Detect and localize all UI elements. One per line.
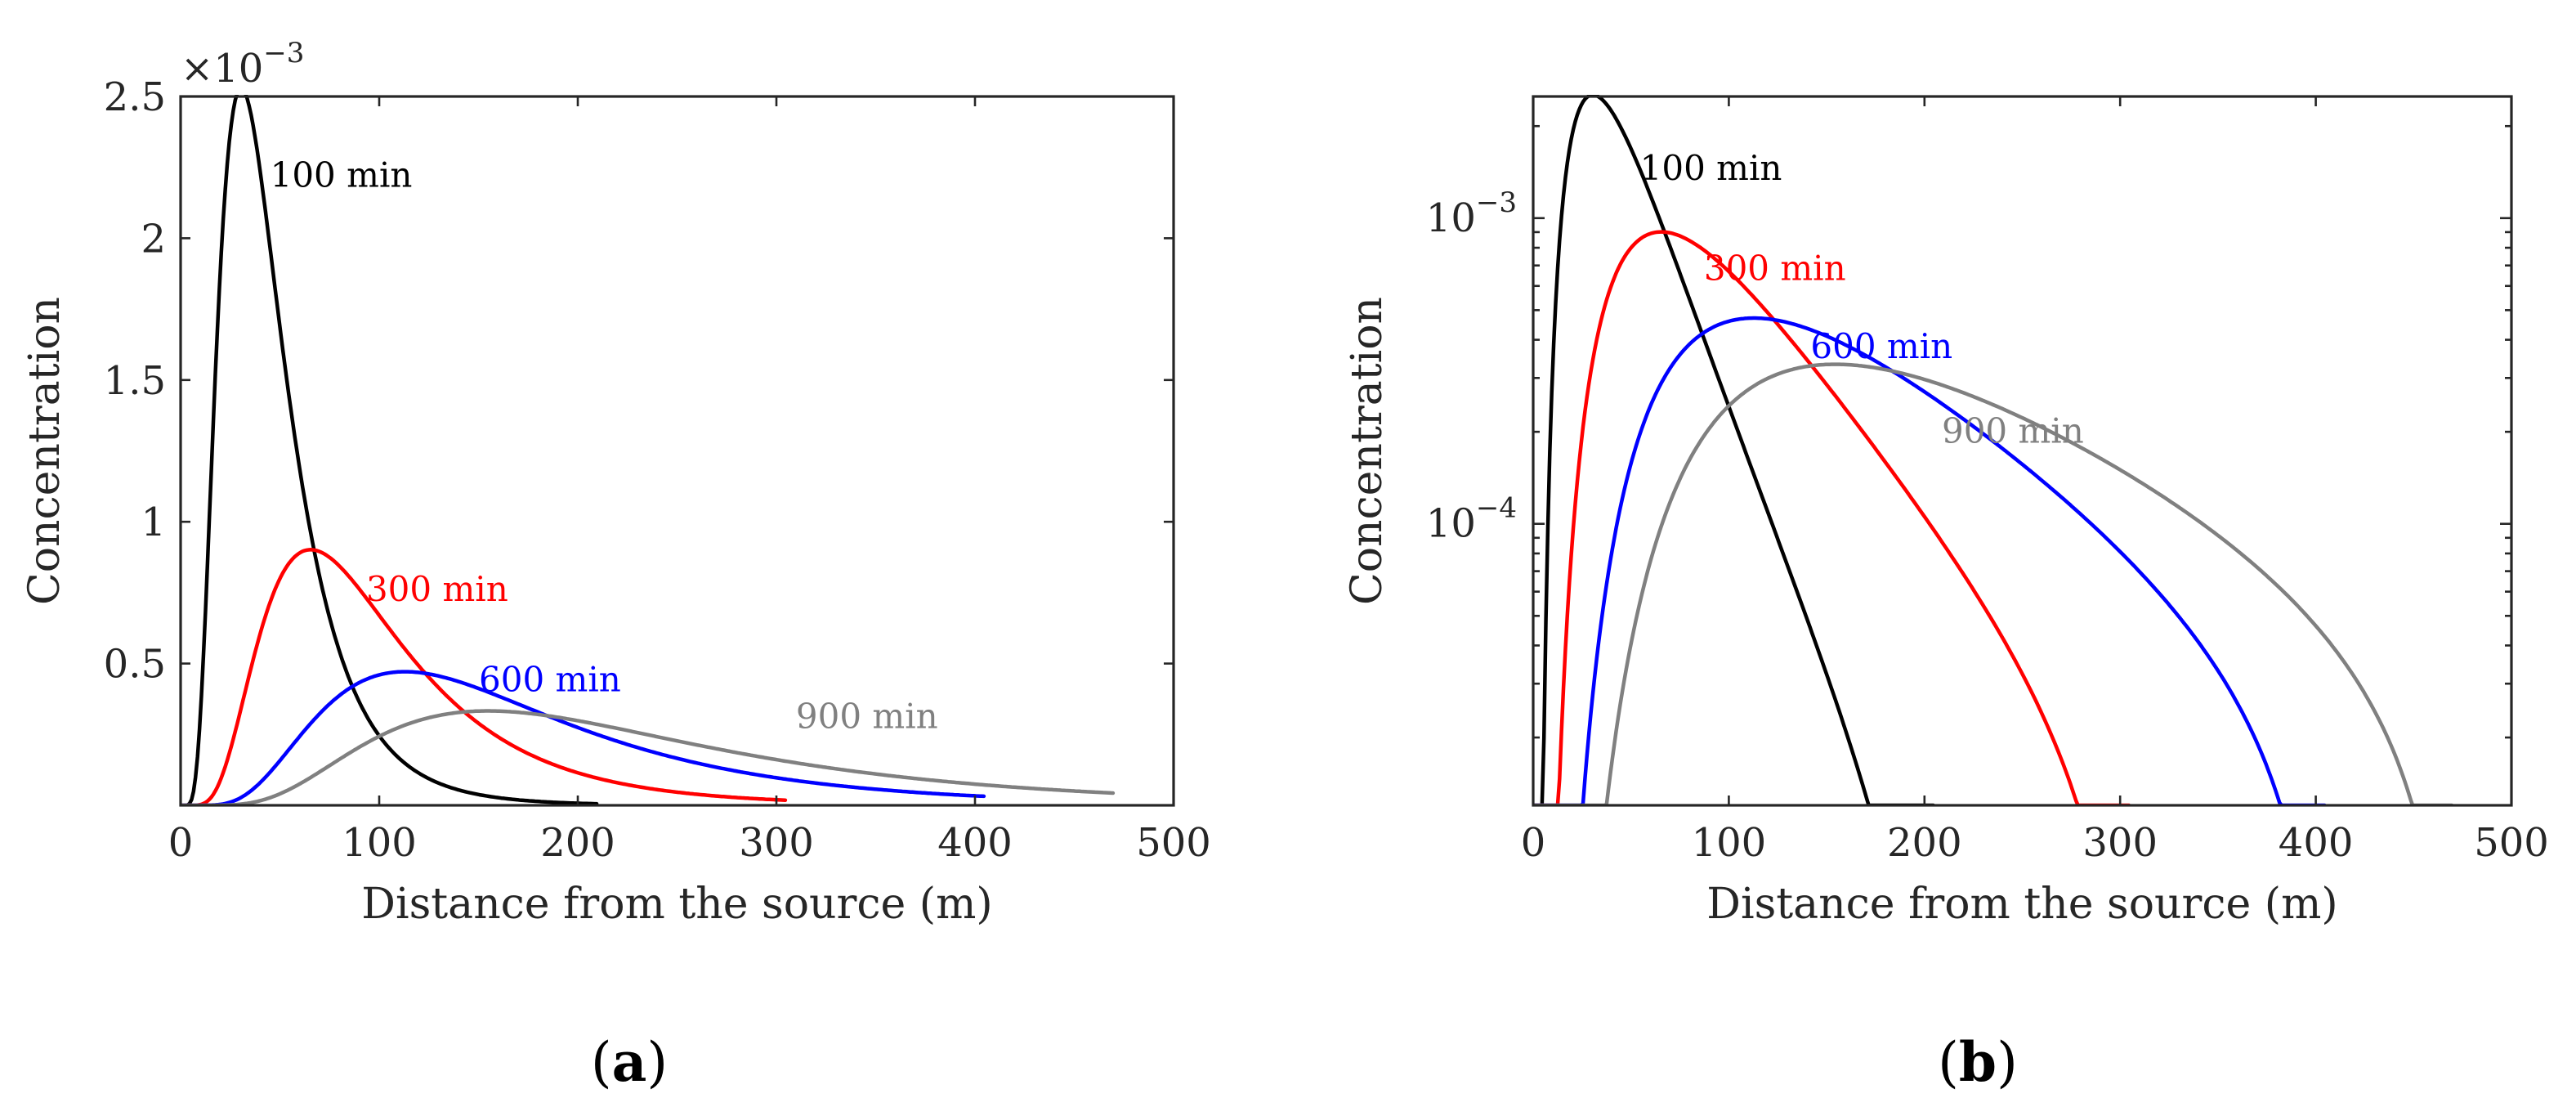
x-tick-label: 200 xyxy=(540,820,615,866)
curve-label-600-min: 600 min xyxy=(479,659,621,699)
y-axis-title: Concentration xyxy=(20,297,69,605)
y-tick-label: 2.5 xyxy=(104,74,166,120)
y-exponent-label: ×10−3 xyxy=(181,37,304,92)
x-axis-title: Distance from the source (m) xyxy=(361,880,992,929)
y-tick-label: 10−4 xyxy=(1426,492,1517,547)
panel-label-letter: b xyxy=(1959,1030,1997,1094)
panel-label-close: ) xyxy=(646,1031,668,1094)
y-tick-base: 10 xyxy=(1426,195,1476,241)
y-tick-label: 1 xyxy=(141,500,166,545)
x-tick-label: 100 xyxy=(342,820,417,866)
x-tick-label: 0 xyxy=(168,820,194,866)
y-tick-label: 0.5 xyxy=(104,642,166,688)
panel-a: 0 100 200 300 400 500 0.5 1 1.5 2 2.5 ×10−3 Distance… xyxy=(20,37,1211,1094)
series-line-100-min xyxy=(181,95,599,805)
series-line-900-min xyxy=(1533,362,2454,805)
y-axis-title: Concentration xyxy=(1343,297,1392,605)
curve-label-900-min: 900 min xyxy=(1942,410,2084,450)
series-line-600-min xyxy=(181,670,986,805)
curve-label-100-min: 100 min xyxy=(1640,148,1782,188)
panel-label-close: ) xyxy=(1997,1031,2018,1094)
panel-label-open: ( xyxy=(591,1031,612,1094)
curve-label-300-min: 300 min xyxy=(366,569,508,609)
y-exponent-base: ×10 xyxy=(181,46,263,92)
y-tick-label: 2 xyxy=(141,216,166,262)
x-tick-label: 500 xyxy=(2474,820,2549,866)
curve-label-300-min: 300 min xyxy=(1704,249,1846,289)
x-tick-label: 300 xyxy=(739,820,814,866)
y-tick-power: −4 xyxy=(1476,492,1517,525)
axes-box xyxy=(179,95,1175,807)
curve-label-100-min: 100 min xyxy=(271,155,413,195)
x-tick-label: 400 xyxy=(2279,820,2354,866)
panel-label-open: ( xyxy=(1938,1031,1959,1094)
x-tick-label: 500 xyxy=(1136,820,1211,866)
x-tick-label: 0 xyxy=(1521,820,1546,866)
x-tick-label: 200 xyxy=(1887,820,1962,866)
y-tick-label: 1.5 xyxy=(104,358,166,404)
x-tick-label: 300 xyxy=(2082,820,2158,866)
panel-label-letter: a xyxy=(612,1030,647,1094)
panel-label: (a) xyxy=(591,1030,668,1094)
series-line-300-min xyxy=(181,548,788,805)
panel-label: (b) xyxy=(1938,1030,2018,1094)
series-line-600-min xyxy=(1533,316,2327,805)
series-line-900-min xyxy=(181,709,1116,805)
series-line-300-min xyxy=(1533,230,2131,805)
y-tick-base: 10 xyxy=(1426,501,1476,547)
y-tick-power: −3 xyxy=(1476,186,1517,219)
x-tick-label: 100 xyxy=(1692,820,1767,866)
curve-label-900-min: 900 min xyxy=(796,696,938,736)
y-tick-label: 10−3 xyxy=(1426,186,1517,241)
axes-box xyxy=(1532,95,2513,807)
x-axis-title: Distance from the source (m) xyxy=(1706,880,2337,929)
y-exponent-power: −3 xyxy=(263,37,304,69)
x-tick-label: 400 xyxy=(937,820,1013,866)
series-line-100-min xyxy=(1533,95,1935,805)
curve-label-600-min: 600 min xyxy=(1810,326,1952,366)
